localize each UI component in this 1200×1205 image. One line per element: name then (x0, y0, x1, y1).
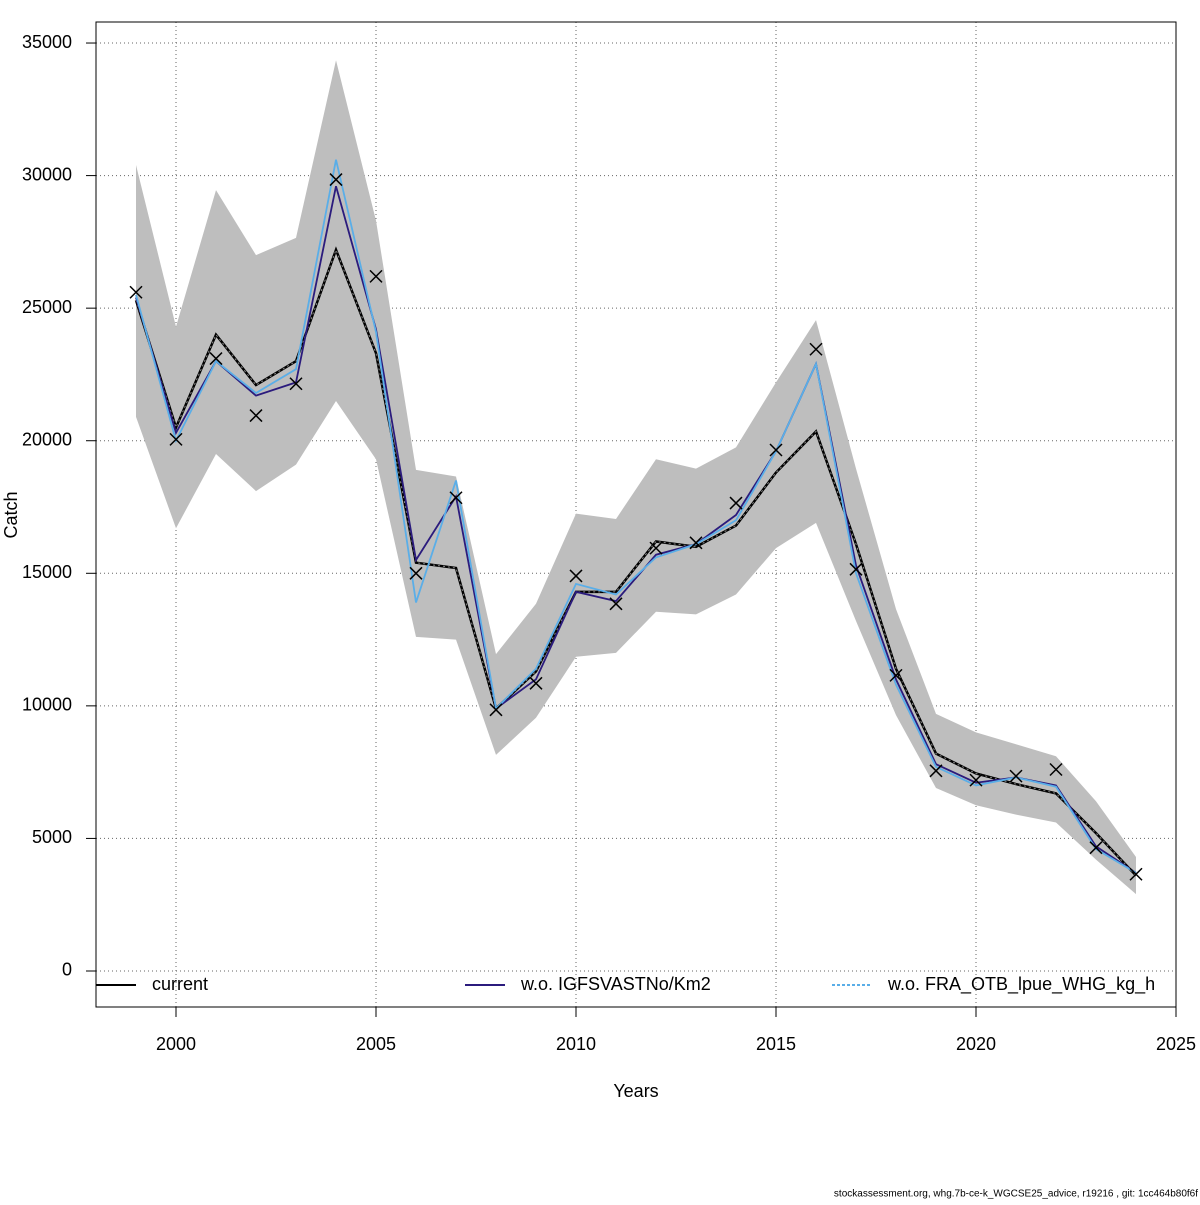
observation (409, 566, 423, 580)
y-tick-label: 10000 (22, 695, 72, 715)
observation (369, 269, 383, 283)
observation (929, 764, 943, 778)
y-tick-label: 0 (62, 960, 72, 980)
observation (969, 773, 983, 787)
observation (329, 173, 343, 187)
plot-border (95, 21, 1177, 1008)
observation (1009, 769, 1023, 783)
observation (729, 496, 743, 510)
observation (249, 409, 263, 423)
observation (689, 536, 703, 550)
footer: stockassessment.org, whg.7b-ce-k_WGCSE25… (834, 1189, 1198, 1200)
y-tick-label: 20000 (22, 429, 72, 449)
y-tick-label: 5000 (32, 827, 72, 847)
observation (649, 541, 663, 555)
observation (209, 352, 223, 366)
observation (609, 597, 623, 611)
y-tick-label: 30000 (22, 164, 72, 184)
x-tick-label: 2025 (1156, 1034, 1196, 1054)
observation (889, 668, 903, 682)
observation (809, 342, 823, 356)
y-tick-label: 15000 (22, 562, 72, 582)
observation (169, 432, 183, 446)
x-axis-label: Years (613, 1081, 658, 1101)
observation (1129, 867, 1143, 881)
legend-label: w.o. IGFSVASTNo/Km2 (520, 974, 711, 994)
series-line-overlay (135, 248, 1137, 876)
series-line (135, 159, 1137, 874)
x-tick-label: 2020 (956, 1034, 996, 1054)
observation (289, 377, 303, 391)
observation (129, 285, 143, 299)
y-tick-label: 25000 (22, 297, 72, 317)
x-tick-label: 2005 (356, 1034, 396, 1054)
observation (769, 443, 783, 457)
observation (449, 491, 463, 505)
x-tick-label: 2015 (756, 1034, 796, 1054)
observation (1089, 841, 1103, 855)
observation (489, 703, 503, 717)
legend-label: w.o. FRA_OTB_lpue_WHG_kg_h (887, 974, 1155, 995)
observation (849, 562, 863, 576)
observation (529, 676, 543, 690)
confidence-band (136, 60, 1136, 895)
y-tick-label: 35000 (22, 32, 72, 52)
x-tick-label: 2000 (156, 1034, 196, 1054)
legend-label: current (152, 974, 208, 994)
y-axis-label: Catch (1, 491, 21, 538)
series-line (135, 185, 1137, 874)
observation (1049, 762, 1063, 777)
observation (569, 569, 583, 583)
plot-area: current w.o. IGFSVASTNo/Km2 w.o. FRA_OTB_l… (96, 60, 1155, 995)
x-tick-label: 2010 (556, 1034, 596, 1054)
